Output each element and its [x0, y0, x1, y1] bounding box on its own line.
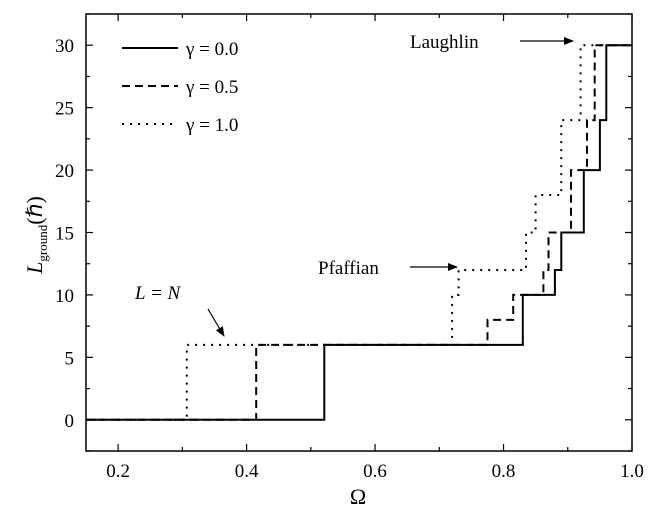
x-axis-label: Ω — [350, 484, 366, 509]
x-tick-label: 0.4 — [235, 461, 259, 482]
y-tick-label: 10 — [55, 286, 74, 307]
y-axis-label-main: L — [22, 262, 47, 275]
legend-label-gamma-1-0: γ = 1.0 — [185, 115, 238, 136]
legend-label-gamma-0-0: γ = 0.0 — [185, 39, 238, 60]
x-tick-label: 0.2 — [106, 461, 130, 482]
tick-labels: 0.2 0.4 0.6 0.8 1.0 0 5 10 15 20 25 30 — [55, 36, 644, 482]
y-axis-label-sub: ground — [35, 224, 50, 261]
y-tick-label: 25 — [55, 99, 74, 120]
legend: γ = 0.0 γ = 0.5 γ = 1.0 — [122, 39, 238, 136]
y-tick-label: 30 — [55, 36, 74, 57]
series-line-dotted — [86, 44, 632, 421]
y-axis-label: Lground(ℏ) — [22, 196, 50, 275]
annotations: Laughlin Pfaffian L = N — [134, 32, 574, 337]
y-tick-label: 0 — [65, 411, 75, 432]
series-line-dashed — [86, 44, 632, 421]
annotation-pfaffian: Pfaffian — [318, 258, 379, 279]
y-tick-label: 20 — [55, 161, 74, 182]
x-tick-label: 0.6 — [363, 461, 387, 482]
y-axis-label-unit: (ℏ) — [22, 196, 47, 225]
plot-lines — [86, 44, 632, 421]
legend-label-gamma-0-5: γ = 0.5 — [185, 77, 238, 98]
x-tick-label: 0.8 — [492, 461, 516, 482]
annotation-l-equals-n-arrow — [207, 308, 225, 337]
axis-ticks — [86, 13, 633, 452]
y-tick-label: 5 — [65, 348, 75, 369]
y-tick-label: 15 — [55, 224, 74, 245]
annotation-laughlin: Laughlin — [410, 32, 479, 53]
x-tick-label: 1.0 — [620, 461, 644, 482]
annotation-l-equals-n: L = N — [134, 283, 182, 304]
